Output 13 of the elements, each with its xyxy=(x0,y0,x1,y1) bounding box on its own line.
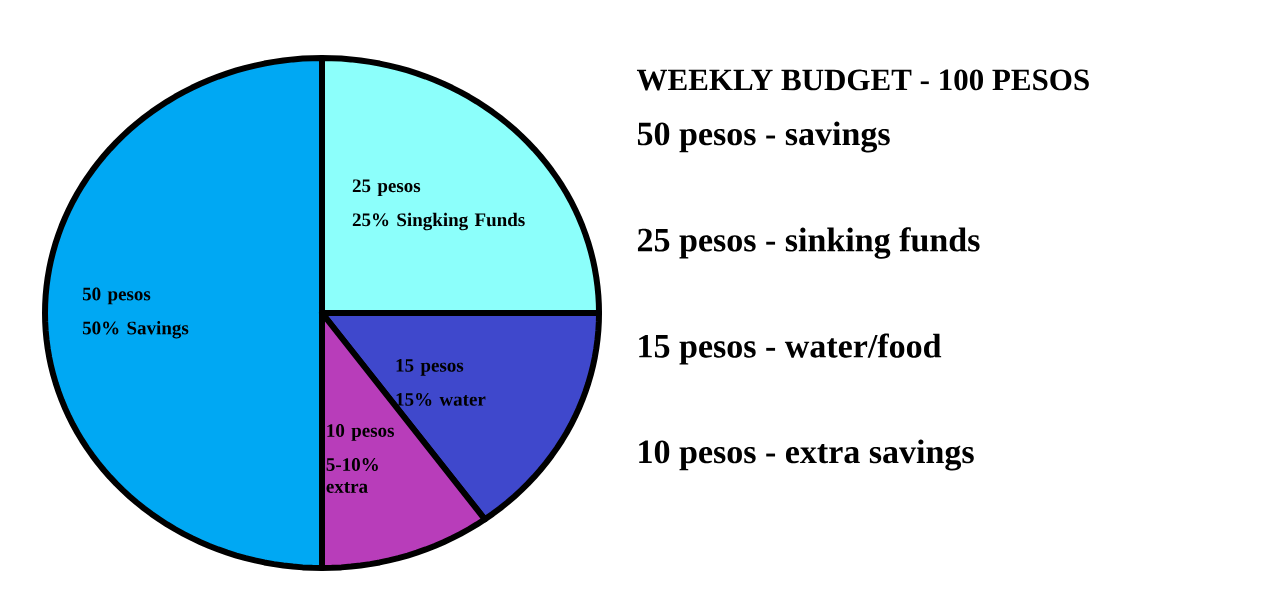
data-label: 15 pesos xyxy=(396,359,464,376)
slice-label: 5-10% extra xyxy=(326,458,378,493)
slice-label: 25% Singking Funds xyxy=(352,212,525,231)
data-label: 25 pesos xyxy=(352,179,421,197)
slice-label: 15% water xyxy=(396,392,486,406)
text: 10 pesos - extra savings xyxy=(639,439,974,471)
text: WEEKLY BUDGET - 100 PESOS xyxy=(636,69,1089,91)
data-label: 50 pesos xyxy=(82,287,151,305)
text: 25 pesos - sinking funds xyxy=(637,227,980,259)
slice-label: 50% Savings xyxy=(82,321,189,339)
data-label: 10 pesos xyxy=(327,424,395,441)
text: 50 pesos - savings xyxy=(637,121,890,153)
text: 15 pesos - water/food xyxy=(639,333,942,365)
